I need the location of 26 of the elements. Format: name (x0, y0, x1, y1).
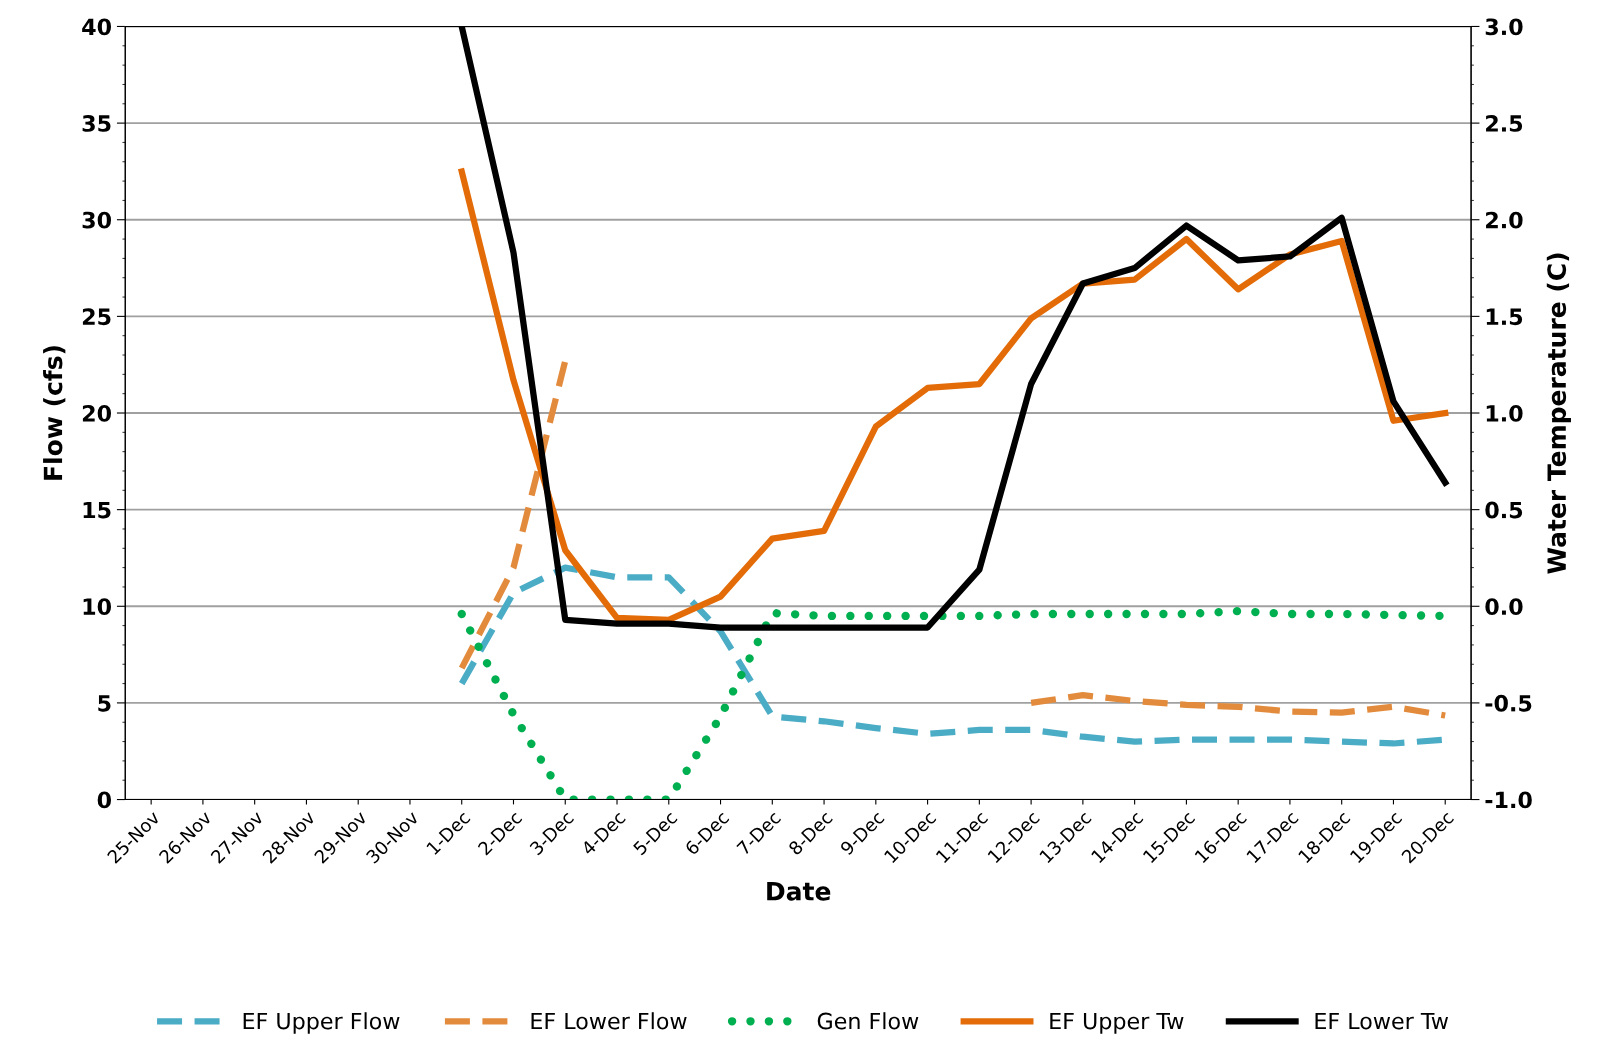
x-axis-title: Date (767, 882, 831, 901)
y-tick-label: 30 (82, 211, 112, 229)
y-tick-label: 35 (82, 115, 111, 132)
y-tick-label: 25 (82, 308, 111, 326)
y-tick-label: 20 (82, 404, 112, 422)
y-axis-title: Flow (cfs) (43, 346, 66, 480)
y2-tick-label: 0.5 (1485, 501, 1523, 519)
y2-tick-label: -0.5 (1485, 694, 1532, 712)
y-tick-label: 0 (97, 791, 112, 809)
legend-label: EF Upper Flow (243, 1012, 400, 1034)
y-tick-label: 40 (82, 18, 112, 36)
y2-axis-title: Water Temperature (C) (1546, 253, 1571, 574)
y-tick-label: 5 (98, 695, 111, 712)
y2-tick-label: 0.0 (1485, 598, 1523, 616)
y2-tick-label: 3.0 (1485, 18, 1523, 36)
y2-tick-label: 2.0 (1486, 211, 1523, 229)
y2-tick-label: 1.5 (1486, 308, 1523, 326)
legend-label: Gen Flow (817, 1012, 919, 1030)
y-tick-label: 10 (83, 598, 112, 616)
y-tick-label: 15 (83, 501, 111, 519)
legend-label: EF Lower Tw (1315, 1012, 1449, 1030)
y2-tick-label: 2.5 (1486, 115, 1523, 132)
legend-label: EF Lower Flow (531, 1012, 687, 1030)
y2-tick-label: 1.0 (1486, 404, 1523, 422)
y2-tick-label: -1.0 (1485, 791, 1532, 809)
legend-label: EF Upper Tw (1050, 1012, 1184, 1034)
